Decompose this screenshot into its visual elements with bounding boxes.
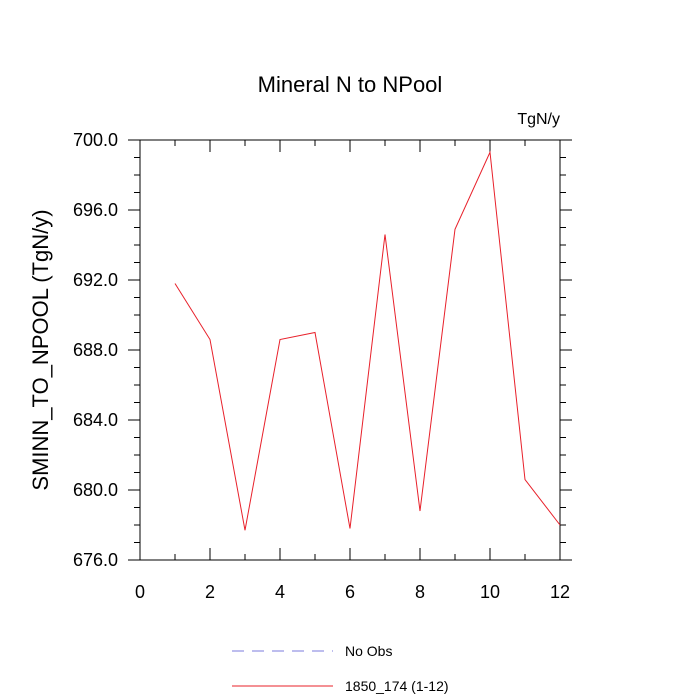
- x-tick-label: 0: [135, 582, 145, 602]
- x-tick-label: 10: [480, 582, 500, 602]
- x-tick-label: 6: [345, 582, 355, 602]
- x-tick-label: 2: [205, 582, 215, 602]
- y-tick-label: 676.0: [73, 550, 118, 570]
- series-line-1: [174, 150, 561, 531]
- axis-tick-labels: 0 2 4 6 8 10 12 676.0 680.0 684.0 688.0 692.0 696.0 7…: [73, 130, 570, 602]
- x-tick-label: 8: [415, 582, 425, 602]
- y-tick-label: 696.0: [73, 200, 118, 220]
- axis-ticks: [128, 139, 572, 561]
- y-tick-label: 692.0: [73, 270, 118, 290]
- legend-label: 1850_174 (1-12): [345, 678, 449, 694]
- chart-title: Mineral N to NPool: [258, 72, 443, 97]
- y-tick-label: 700.0: [73, 130, 118, 150]
- y-tick-label: 680.0: [73, 480, 118, 500]
- y-axis-label: SMINN_TO_NPOOL (TgN/y): [28, 209, 53, 490]
- series-layer: [174, 150, 561, 531]
- y-tick-label: 688.0: [73, 340, 118, 360]
- units-label: TgN/y: [517, 111, 560, 128]
- plot-frame: [139, 139, 561, 561]
- x-tick-label: 4: [275, 582, 285, 602]
- y-tick-label: 684.0: [73, 410, 118, 430]
- legend: No Obs 1850_174 (1-12): [232, 643, 449, 694]
- legend-label: No Obs: [345, 643, 392, 659]
- x-tick-label: 12: [550, 582, 570, 602]
